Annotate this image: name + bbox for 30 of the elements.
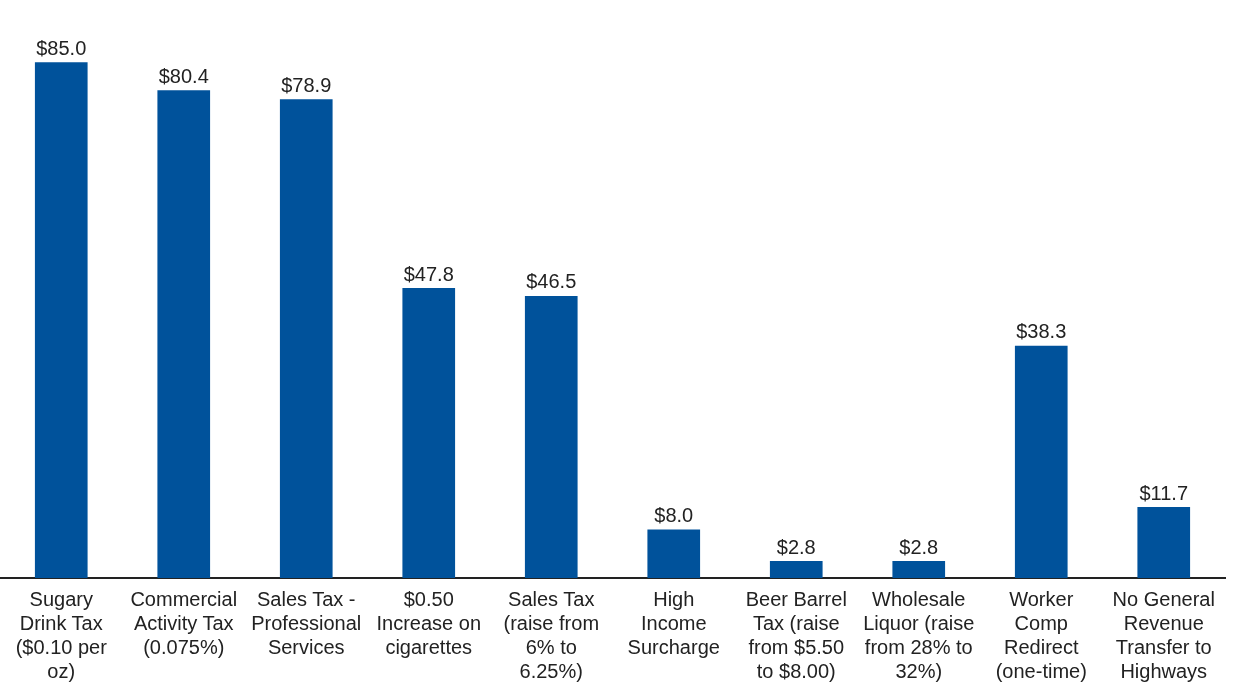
bar — [157, 90, 211, 578]
data-label: $2.8 — [899, 535, 939, 558]
x-tick-label: Beer Barrel Tax (raise from $5.50 to $8.00) — [745, 587, 847, 682]
x-tick-label: Sales Tax (raise from 6% to 6.25%) — [503, 587, 600, 682]
bar — [1014, 345, 1068, 578]
bar — [647, 529, 701, 578]
data-label: $80.4 — [158, 64, 209, 87]
data-label: $46.5 — [526, 270, 577, 293]
data-label: $78.9 — [281, 73, 332, 96]
bar — [402, 288, 456, 578]
x-tick-label: Worker Comp Redirect (one-time) — [995, 587, 1087, 682]
x-tick-label: High Income Surcharge — [627, 587, 720, 658]
x-tick-label: Wholesale Liquor (raise from 28% to 32%) — [863, 587, 975, 682]
x-tick-label: Sales Tax - Professional Services — [251, 587, 362, 658]
bar — [892, 561, 946, 578]
bar — [524, 295, 578, 578]
data-label: $38.3 — [1016, 320, 1067, 343]
x-tick-label: $0.50 Increase on cigarettes — [376, 587, 482, 658]
x-tick-label: Commercial Activity Tax (0.075%) — [130, 587, 238, 658]
x-tick-label: Sugary Drink Tax ($0.10 per oz) — [15, 587, 108, 682]
bar — [1137, 507, 1191, 578]
data-label: $11.7 — [1139, 481, 1189, 504]
bar — [34, 62, 88, 578]
x-tick-label: No General Revenue Transfer to Highways — [1112, 587, 1215, 682]
data-label: $8.0 — [654, 503, 694, 526]
bar — [769, 561, 823, 578]
data-label: $85.0 — [36, 36, 87, 59]
data-label: $2.8 — [776, 535, 816, 558]
data-label: $47.8 — [403, 262, 454, 285]
bar — [279, 99, 333, 578]
